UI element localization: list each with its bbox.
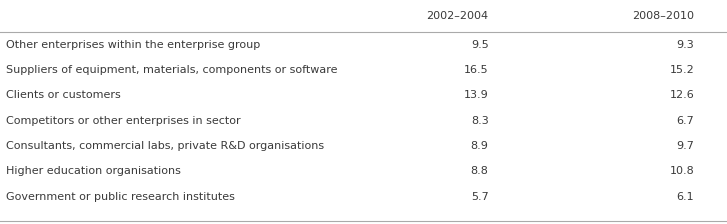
Text: 15.2: 15.2 [670, 65, 694, 75]
Text: 9.7: 9.7 [676, 141, 694, 151]
Text: Clients or customers: Clients or customers [6, 90, 121, 100]
Text: Suppliers of equipment, materials, components or software: Suppliers of equipment, materials, compo… [6, 65, 337, 75]
Text: 8.9: 8.9 [470, 141, 489, 151]
Text: 8.8: 8.8 [470, 166, 489, 176]
Text: 12.6: 12.6 [670, 90, 694, 100]
Text: 2008–2010: 2008–2010 [632, 11, 694, 21]
Text: 13.9: 13.9 [464, 90, 489, 100]
Text: Government or public research institutes: Government or public research institutes [6, 192, 235, 202]
Text: 9.5: 9.5 [471, 40, 489, 50]
Text: 2002–2004: 2002–2004 [427, 11, 489, 21]
Text: Higher education organisations: Higher education organisations [6, 166, 181, 176]
Text: Consultants, commercial labs, private R&D organisations: Consultants, commercial labs, private R&… [6, 141, 324, 151]
Text: 5.7: 5.7 [471, 192, 489, 202]
Text: 10.8: 10.8 [670, 166, 694, 176]
Text: 6.1: 6.1 [677, 192, 694, 202]
Text: 16.5: 16.5 [464, 65, 489, 75]
Text: Competitors or other enterprises in sector: Competitors or other enterprises in sect… [6, 116, 241, 126]
Text: 9.3: 9.3 [677, 40, 694, 50]
Text: 8.3: 8.3 [471, 116, 489, 126]
Text: 6.7: 6.7 [677, 116, 694, 126]
Text: Other enterprises within the enterprise group: Other enterprises within the enterprise … [6, 40, 260, 50]
